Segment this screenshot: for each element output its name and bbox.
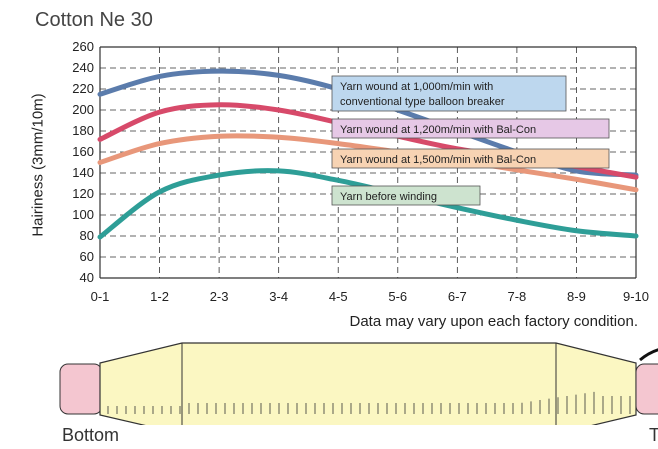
y-axis-ticks: 40 60 80 100 120 140 160 180 200 220 240 260 (72, 39, 94, 285)
hairiness-line-chart: 40 60 80 100 120 140 160 180 200 220 240 260 0-1 1-2… (72, 39, 649, 304)
bobbin-top-label: T (649, 425, 658, 445)
y-tick-label: 160 (72, 144, 94, 159)
x-tick-label: 1-2 (150, 289, 169, 304)
x-tick-label: 4-5 (329, 289, 348, 304)
y-tick-label: 120 (72, 186, 94, 201)
y-tick-label: 80 (80, 228, 94, 243)
series-label: Yarn wound at 1,500m/min with Bal-Con (331, 148, 610, 169)
y-tick-label: 140 (72, 165, 94, 180)
series-label: Yarn wound at 1,000m/min with conventiona… (331, 75, 567, 112)
x-tick-label: 3-4 (269, 289, 288, 304)
series-line (97, 133, 639, 193)
y-tick-label: 240 (72, 60, 94, 75)
bobbin-top-cap (635, 363, 658, 415)
series-label-text: Yarn wound at 1,200m/min with Bal-Con (340, 124, 536, 136)
series-label-box (331, 118, 610, 139)
series-label-text: Yarn wound at 1,000m/min with conventiona… (340, 81, 505, 108)
bobbin-bottom-label: Bottom (62, 425, 120, 445)
x-tick-label: 8-9 (567, 289, 586, 304)
y-tick-label: 220 (72, 81, 94, 96)
series-label-text: Yarn before winding (340, 191, 437, 203)
series-label-box (331, 148, 610, 169)
yarn-package-illustration (59, 342, 658, 425)
x-tick-label: 6-7 (448, 289, 467, 304)
series-label-text: Yarn wound at 1,500m/min with Bal-Con (340, 154, 536, 166)
x-tick-label: 5-6 (388, 289, 407, 304)
x-tick-label: 0-1 (91, 289, 110, 304)
y-tick-label: 100 (72, 207, 94, 222)
y-tick-label: 260 (72, 39, 94, 54)
series-label-box (331, 75, 567, 112)
x-tick-label: 9-10 (623, 289, 649, 304)
y-tick-label: 200 (72, 102, 94, 117)
yarn-tail (639, 348, 658, 362)
series-label: Yarn wound at 1,200m/min with Bal-Con (331, 118, 610, 139)
series-label-box (331, 185, 481, 206)
x-axis-ticks: 0-1 1-2 2-3 3-4 4-5 5-6 6-7 7-8 8-9 9-10 (91, 289, 649, 304)
y-tick-label: 60 (80, 249, 94, 264)
bobbin-bottom-cap (59, 363, 103, 415)
series-label: Yarn before winding (331, 185, 481, 206)
x-tick-label: 2-3 (210, 289, 229, 304)
chart-title: Cotton Ne 30 (35, 9, 153, 31)
y-tick-label: 180 (72, 123, 94, 138)
series-labels: Yarn wound at 1,000m/min with conventiona… (331, 75, 610, 206)
x-tick-label: 7-8 (507, 289, 526, 304)
y-tick-label: 40 (80, 270, 94, 285)
disclaimer-note: Data may vary upon each factory conditio… (349, 313, 639, 330)
